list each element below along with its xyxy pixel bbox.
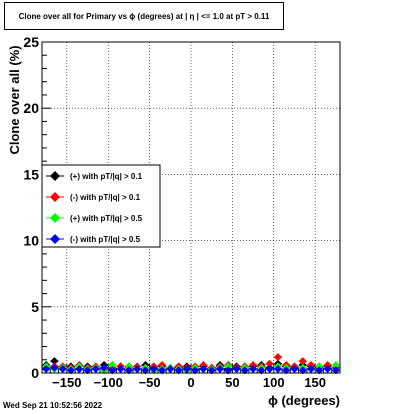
data-point [282, 366, 291, 375]
data-point [141, 366, 150, 375]
data-point [257, 366, 266, 375]
x-tick-label: 150 [304, 375, 326, 390]
data-point [42, 365, 51, 374]
x-tick-label: 100 [263, 375, 285, 390]
y-tick-label: 10 [23, 233, 39, 249]
data-point [224, 366, 233, 375]
y-tick-label: 0 [31, 365, 39, 381]
data-point [124, 366, 133, 375]
data-point [108, 361, 117, 370]
data-point [307, 365, 316, 374]
x-tick-label: 50 [225, 375, 239, 390]
data-point [273, 365, 282, 374]
data-point [91, 365, 100, 374]
legend-marker [50, 192, 60, 202]
data-point [100, 363, 109, 372]
x-tick-label: −50 [139, 375, 161, 390]
legend-label: (+) with pT/|q| > 0.5 [70, 214, 143, 223]
axis-tick-labels: −150 −100 −50 0 50 100 150 0 5 10 15 20 25 [23, 34, 326, 390]
x-tick-label: 0 [187, 375, 194, 390]
timestamp: Wed Sep 21 10:52:56 2022 [3, 401, 103, 410]
x-tick-label: −100 [94, 375, 123, 390]
legend-label: (-) with pT/|q| > 0.1 [70, 193, 141, 202]
data-point [265, 359, 274, 368]
series-4 [42, 363, 340, 375]
data-point [116, 365, 125, 374]
y-tick-label: 15 [23, 166, 39, 182]
data-point [191, 366, 200, 375]
y-axis-label: Clone over all (%) [7, 45, 22, 154]
data-point [273, 353, 282, 362]
data-point [166, 365, 175, 374]
data-point [50, 363, 59, 372]
data-point [58, 365, 67, 374]
data-point [331, 366, 340, 375]
data-point [290, 365, 299, 374]
data-point [240, 366, 249, 375]
data-point [232, 365, 241, 374]
data-point [133, 365, 142, 374]
legend-label: (-) with pT/|q| > 0.5 [70, 235, 141, 244]
data-point [158, 366, 167, 375]
legend-marker [50, 171, 60, 181]
data-point [207, 366, 216, 375]
legend-label: (+) with pT/|q| > 0.1 [70, 172, 143, 181]
legend-item: (+) with pT/|q| > 0.5 [46, 213, 143, 223]
data-point [199, 365, 208, 374]
data-point [50, 357, 59, 366]
series-layer [42, 353, 340, 375]
data-point [215, 365, 224, 374]
x-axis-label: ϕ (degrees) [268, 393, 340, 408]
legend-item: (-) with pT/|q| > 0.5 [46, 234, 141, 244]
data-point [108, 366, 117, 375]
legend-marker [50, 213, 60, 223]
legend-marker [50, 234, 60, 244]
y-tick-label: 25 [23, 34, 39, 50]
y-tick-label: 5 [31, 299, 39, 315]
data-point [182, 365, 191, 374]
data-point [83, 366, 92, 375]
x-tick-label: −150 [52, 375, 81, 390]
data-point [323, 365, 332, 374]
data-point [331, 361, 340, 370]
data-point [265, 365, 274, 374]
legend-box [41, 164, 161, 248]
data-point [249, 365, 258, 374]
data-point [315, 366, 324, 375]
chart-title: Clone over all for Primary vs ϕ (degrees… [4, 2, 284, 30]
data-point [66, 366, 75, 375]
y-tick-label: 20 [23, 100, 39, 116]
legend-item: (-) with pT/|q| > 0.1 [46, 192, 141, 202]
data-point [174, 366, 183, 375]
legend: (+) with pT/|q| > 0.1 (-) with pT/|q| > 0… [41, 164, 161, 248]
data-point [298, 357, 307, 366]
data-point [75, 365, 84, 374]
data-point [298, 366, 307, 375]
legend-item: (+) with pT/|q| > 0.1 [46, 171, 143, 181]
data-point [149, 365, 158, 374]
